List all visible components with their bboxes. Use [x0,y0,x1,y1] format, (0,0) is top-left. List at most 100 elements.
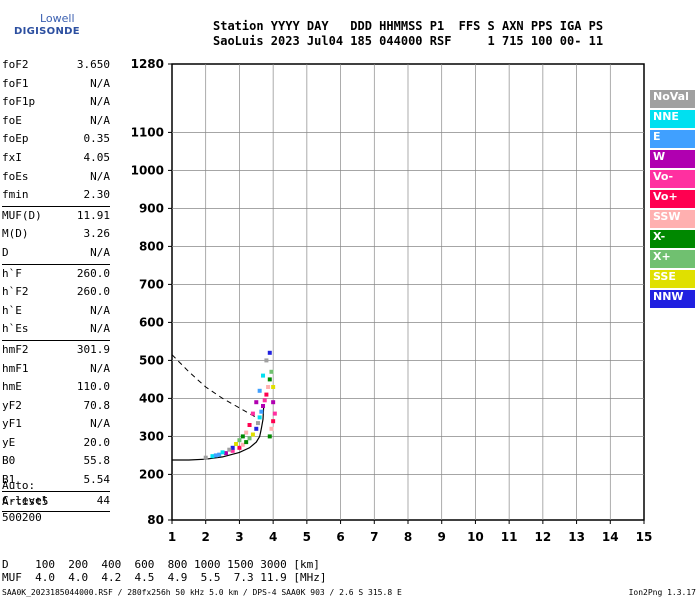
echo-point [264,358,269,363]
x-tick-label: 4 [269,530,277,544]
param-row: M(D) 3.26 [2,225,110,244]
param-row: hmE 110.0 [2,378,110,397]
param-value: N/A [90,322,110,336]
legend-item: Vo+ [650,190,695,208]
y-tick-label: 700 [139,277,164,291]
param-row: fxI 4.05 [2,149,110,168]
muf-row: MUF 4.0 4.0 4.2 4.5 4.9 5.5 7.3 11.9 [MH… [2,571,327,584]
param-row: foF1p N/A [2,93,110,112]
param-row: hmF1 N/A [2,360,110,379]
y-tick-label: 900 [139,201,164,215]
param-value: 2.30 [83,188,111,202]
param-row: yE 20.0 [2,434,110,453]
echo-point [271,385,276,389]
param-value: 3.650 [76,58,110,71]
param-value: N/A [90,361,110,375]
x-tick-label: 2 [202,530,210,544]
y-tick-label: 500 [139,353,164,367]
param-value: 260.0 [76,266,110,280]
echo-point [213,453,218,458]
y-tick-label: 300 [139,429,164,443]
x-tick-label: 6 [336,530,344,544]
echo-point [230,448,235,453]
legend-item: E [650,130,695,148]
echo-point [250,411,255,416]
param-value: 3.26 [83,227,111,241]
echo-point [257,388,262,393]
digisonde-logo: Lowell DIGISONDE [0,0,80,40]
echo-point [257,415,262,420]
x-tick-label: 3 [235,530,243,544]
param-row: foEp 0.35 [2,130,110,149]
echo-point [271,400,276,405]
legend-item: Vo- [650,170,695,188]
param-row: h`F 260.0 [2,265,110,284]
legend-item: W [650,150,695,168]
electron-density-profile [172,405,265,461]
echo-point [237,445,242,450]
echo-point [247,436,252,441]
param-value: N/A [90,245,110,259]
legend-item: X+ [650,250,695,268]
param-value: 5.54 [83,473,111,487]
echo-point [203,455,208,460]
distance-row: D 100 200 400 600 800 1000 1500 3000 [km… [2,558,320,571]
param-separator [2,205,110,207]
param-name: hmE [2,380,22,394]
echo-point [264,392,269,397]
param-name: fmin [2,188,29,202]
x-tick-label: 5 [303,530,311,544]
echo-point [267,377,272,382]
direction-legend: NoVal NNE E W Vo- Vo+ SSW X- X+ SSE NNW [650,90,695,310]
param-value: 20.0 [83,435,111,449]
param-value: N/A [90,169,110,183]
legend-item: SSW [650,210,695,228]
param-value: 301.9 [76,342,110,356]
param-row: fmin 2.30 [2,186,110,205]
param-name: B1 [2,473,16,487]
echo-point [261,373,266,378]
param-name: h`E [2,303,22,317]
station-header: Station YYYY DAY DDD HHMMSS P1 FFS S AXN… [213,19,603,49]
echo-point [266,385,271,389]
echo-point [267,434,272,439]
y-tick-label: 1100 [131,125,164,139]
echo-point [247,423,252,427]
param-name: hmF1 [2,361,29,375]
echo-point [259,409,264,414]
echo-point [244,430,249,435]
param-name: foF1p [2,95,36,109]
auto-line2: Artist5 [2,495,49,508]
version-label: Ion2Png 1.3.17 [628,588,696,597]
param-value: 0.35 [83,132,111,146]
param-value: N/A [90,95,110,109]
param-row: h`E N/A [2,302,110,321]
auto-line1: Auto: [2,479,36,492]
echo-point [234,442,239,446]
echo-point [210,454,215,459]
param-name: fxI [2,150,22,164]
param-name: M(D) [2,227,29,241]
param-row: yF2 70.8 [2,397,110,416]
param-row: foE N/A [2,112,110,131]
y-tick-label: 1000 [131,163,164,177]
echo-point [240,442,245,447]
x-tick-label: 1 [168,530,176,544]
echo-point [230,445,235,450]
param-value: 4.05 [83,150,111,164]
echo-point [267,350,272,355]
echo-point [254,426,259,431]
param-row: C-level 44 [2,492,110,511]
param-name: h`F2 [2,285,29,299]
auto-line3: 500200 [2,511,42,524]
param-name: foF1 [2,76,29,90]
y-tick-label: 80 [147,513,164,527]
param-row: D N/A [2,244,110,263]
param-separator [2,490,110,492]
echo-point [269,369,274,374]
param-separator [2,339,110,341]
legend-item: NoVal [650,90,695,108]
param-value: 260.0 [76,285,110,299]
param-name: D [2,245,9,259]
